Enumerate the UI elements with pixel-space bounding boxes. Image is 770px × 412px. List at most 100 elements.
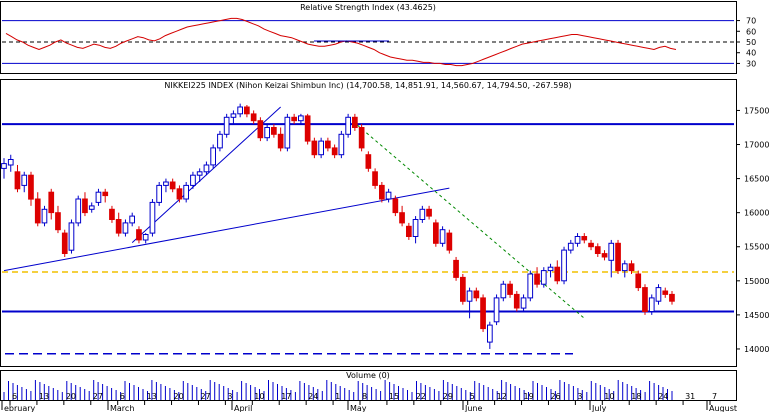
candle-body [554,266,561,282]
candle [318,137,324,159]
price-tick-label: 15000 [744,277,769,286]
candle-body [540,270,547,285]
price-tick-label: 16500 [744,175,769,184]
candle-body [190,174,196,186]
candle-body [21,174,28,186]
candle-body [14,171,21,190]
x-day-label: 17 [281,392,291,401]
candle [655,284,662,305]
x-day-label: 27 [93,392,103,401]
candle-body [460,276,466,302]
candle [82,192,88,217]
candle-body [28,174,34,200]
candle-body [210,147,217,166]
candle [621,260,628,278]
x-axis-days: 6 13 20 27 6 13 20 27 3 10 17 24 1 8 15 22 29 5 12 19 26 3 10 1… [9,392,717,405]
candle [34,192,41,227]
x-day-label: 15 [389,392,399,401]
candle [419,205,426,223]
candle-body [284,116,291,149]
x-day-label: 3 [227,392,232,401]
candle [567,239,574,254]
candle-body [487,324,493,343]
candle-body [304,115,311,142]
candle-body [129,215,136,224]
candle-body [136,229,142,241]
candle [365,151,372,172]
candle-body [358,127,365,149]
candle-body [264,127,270,139]
x-day-label: 10 [604,392,614,401]
candle [460,274,466,305]
candle-body [102,191,109,197]
candle [14,164,21,193]
candle [109,205,115,223]
candle [304,113,311,145]
candle-body [230,113,237,118]
candle-body [527,273,534,299]
trendline-1 [3,187,450,272]
x-month-label: April [234,404,252,412]
candle [642,284,648,315]
candle [358,124,365,152]
candle-body [61,232,68,255]
candle-body [426,208,432,217]
candle [230,110,237,125]
candle [203,161,210,176]
candle-body [291,116,297,122]
candle-body [628,263,635,272]
candle-body [271,127,277,135]
candle [102,188,109,203]
candle-body [615,242,621,272]
x-day-label: 24 [658,392,668,401]
price-panel [0,79,737,367]
candle-body [41,208,48,224]
candle [338,130,345,159]
candle [399,205,405,227]
candle [554,260,561,285]
price-tick-label: 15500 [744,243,769,252]
candle-body [82,198,88,214]
candle [41,205,48,227]
candle [75,195,82,227]
candle [217,130,223,152]
candle [466,287,473,319]
candle-body [635,273,642,289]
candle [608,239,615,278]
rsi-tick-label: 30 [746,59,756,68]
candle [95,188,102,206]
candle-body [95,191,102,203]
x-day-label: 22 [416,392,426,401]
candle-body [122,222,129,234]
candle-body [55,212,61,231]
candle-body [183,184,190,200]
volume-bars [3,380,673,400]
candle [55,205,61,234]
price-title: NIKKEI225 INDEX (Nihon Keizai Shimbun In… [164,81,571,90]
candle [446,229,453,254]
candle-body [662,290,669,295]
candle-body [169,181,176,190]
x-day-label: 20 [66,392,76,401]
x-day-label: 27 [200,392,210,401]
candle-body [196,171,203,176]
candle [574,233,581,247]
candle [520,294,527,312]
candle [28,171,34,206]
candle [379,182,385,203]
candle [284,113,291,152]
rsi-panel [0,1,737,74]
candle-body [642,287,648,313]
candle-body [331,147,338,156]
candle-body [594,246,601,254]
candle [480,294,486,332]
x-day-label: 1 [335,392,340,401]
x-day-label: 20 [174,392,184,401]
x-day-label: 19 [524,392,534,401]
candle [244,104,250,118]
candle [21,171,28,193]
candle [487,321,493,349]
x-day-label: 13 [39,392,49,401]
